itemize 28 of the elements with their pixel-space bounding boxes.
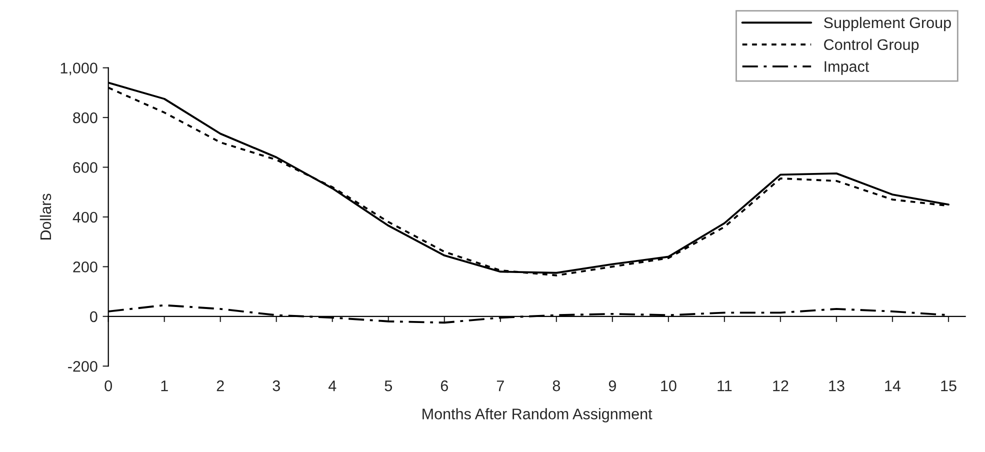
x-tick-label: 2 [216,380,224,392]
legend-label: Control Group [824,38,919,54]
y-tick-label: 0 [90,311,98,322]
x-tick-label: 9 [608,380,616,392]
x-tick-label: 10 [661,380,676,392]
x-tick-label: 0 [104,380,112,392]
x-tick-label: 15 [941,380,956,392]
x-tick-label: 14 [885,380,901,392]
x-tick-label: 8 [552,380,560,392]
x-tick-label: 12 [773,380,788,392]
x-tick-label: 1 [161,380,168,392]
legend-label: Supplement Group [824,16,951,32]
y-tick-label: 600 [73,162,98,173]
x-tick-label: 3 [272,380,280,392]
x-tick-label: 5 [384,380,392,392]
y-tick-label: 400 [72,212,98,223]
legend-label: Impact [824,61,870,75]
x-tick-label: 7 [496,380,504,392]
y-tick-label: -200 [68,360,98,372]
y-tick-label: 200 [73,262,98,272]
x-tick-label: 11 [718,380,732,392]
x-tick-label: 13 [829,380,844,392]
y-tick-label: 1,000 [60,62,98,76]
y-tick-label: 800 [73,112,98,124]
x-axis-title: Months After Random Assignment [422,408,652,422]
x-tick-label: 4 [328,380,336,392]
y-axis-title: Dollars [40,194,52,240]
x-tick-label: 6 [440,380,448,392]
